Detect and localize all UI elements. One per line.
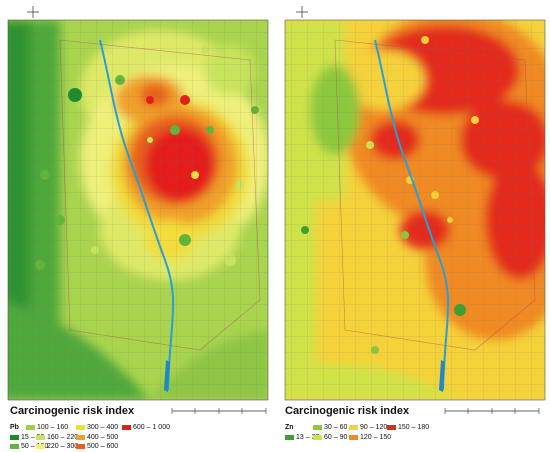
legend-item: 160 – 220 [36, 433, 78, 441]
legend-swatch [10, 434, 19, 440]
legend-item: 500 – 600 [76, 442, 118, 450]
legend-swatch [76, 424, 85, 430]
legend-item: 120 – 150 [349, 433, 391, 441]
scale-bar [444, 408, 540, 414]
zn-map-panel: Carcinogenic risk index Zn 30 – 60 90 – … [275, 0, 550, 452]
legend-item: 600 – 1 000 [122, 423, 170, 431]
pb-risk-map [7, 6, 269, 401]
legend-item: 60 – 90 [313, 433, 347, 441]
legend-item: 150 – 180 [387, 423, 429, 431]
legend-item: 220 – 300 [36, 442, 78, 450]
legend-swatch [349, 434, 358, 440]
north-arrow-icon [296, 6, 308, 18]
legend-swatch [76, 434, 85, 440]
legend-swatch [387, 424, 396, 430]
legend-swatch [26, 424, 35, 430]
legend-swatch [10, 443, 19, 449]
scale-bar [171, 408, 267, 414]
zn-risk-map [284, 6, 546, 401]
legend-swatch [313, 424, 322, 430]
legend-swatch [36, 434, 45, 440]
legend-item: 50 – 100 [10, 442, 48, 450]
legend-swatch [285, 434, 294, 440]
legend-item: 90 – 120 [349, 423, 387, 431]
legend-title: Carcinogenic risk index [285, 405, 410, 417]
legend-swatch [349, 424, 358, 430]
legend-item: 13 – 30 [285, 433, 319, 441]
legend-item: 300 – 400 [76, 423, 118, 431]
legend-swatch [36, 443, 45, 449]
legend-element-label: Zn [285, 424, 294, 431]
legend-item: 100 – 160 [26, 423, 68, 431]
legend-item: 400 – 500 [76, 433, 118, 441]
legend-swatch [76, 443, 85, 449]
legend-swatch [122, 424, 131, 430]
legend-title: Carcinogenic risk index [10, 405, 135, 417]
legend-element-label: Pb [10, 424, 19, 431]
legend-item: 15 – 50 [10, 433, 44, 441]
legend-item: 30 – 60 [313, 423, 347, 431]
legend-swatch [313, 434, 322, 440]
pb-map-panel: Carcinogenic risk index Pb 100 – 160 300… [7, 6, 269, 450]
north-arrow-icon [27, 6, 39, 18]
